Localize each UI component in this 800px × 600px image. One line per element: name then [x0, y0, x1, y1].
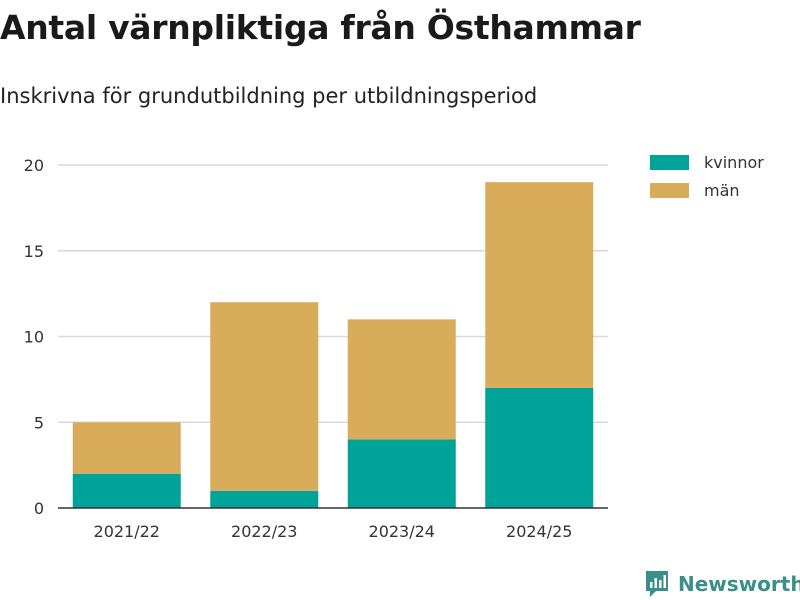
- brand-logo: Newsworthy: [644, 568, 800, 600]
- legend-label-man: män: [704, 181, 740, 200]
- newsworthy-logo-icon: [646, 571, 668, 597]
- bar-kvinnor-2023-24: [347, 439, 456, 508]
- legend: kvinnor män: [650, 153, 764, 200]
- y-axis-ticks: 0 5 10 15 20: [24, 156, 44, 518]
- bar-kvinnor-2021-22: [72, 473, 181, 508]
- y-tick-label: 15: [24, 242, 44, 261]
- legend-label-kvinnor: kvinnor: [704, 153, 764, 172]
- bar-man-2024-25: [485, 182, 594, 388]
- x-axis-ticks: 2021/22 2022/23 2023/24 2024/25: [94, 522, 573, 541]
- x-tick-label: 2024/25: [506, 522, 572, 541]
- bar-kvinnor-2024-25: [485, 387, 594, 508]
- legend-swatch-man: [650, 183, 689, 198]
- x-tick-label: 2023/24: [369, 522, 435, 541]
- y-tick-label: 20: [24, 156, 44, 175]
- brand-name: Newsworthy: [678, 572, 800, 596]
- bars: [72, 182, 594, 508]
- bar-kvinnor-2022-23: [210, 490, 319, 508]
- y-tick-label: 5: [34, 413, 44, 432]
- chart-subtitle: Inskrivna för grundutbildning per utbild…: [0, 84, 538, 108]
- bar-man-2023-24: [347, 319, 456, 440]
- legend-swatch-kvinnor: [650, 155, 689, 170]
- bar-man-2022-23: [210, 302, 319, 491]
- bar-man-2021-22: [72, 422, 181, 474]
- y-tick-label: 0: [34, 499, 44, 518]
- chart-title: Antal värnpliktiga från Östhammar: [0, 8, 641, 47]
- x-tick-label: 2022/23: [231, 522, 297, 541]
- y-tick-label: 10: [24, 328, 44, 347]
- x-tick-label: 2021/22: [94, 522, 160, 541]
